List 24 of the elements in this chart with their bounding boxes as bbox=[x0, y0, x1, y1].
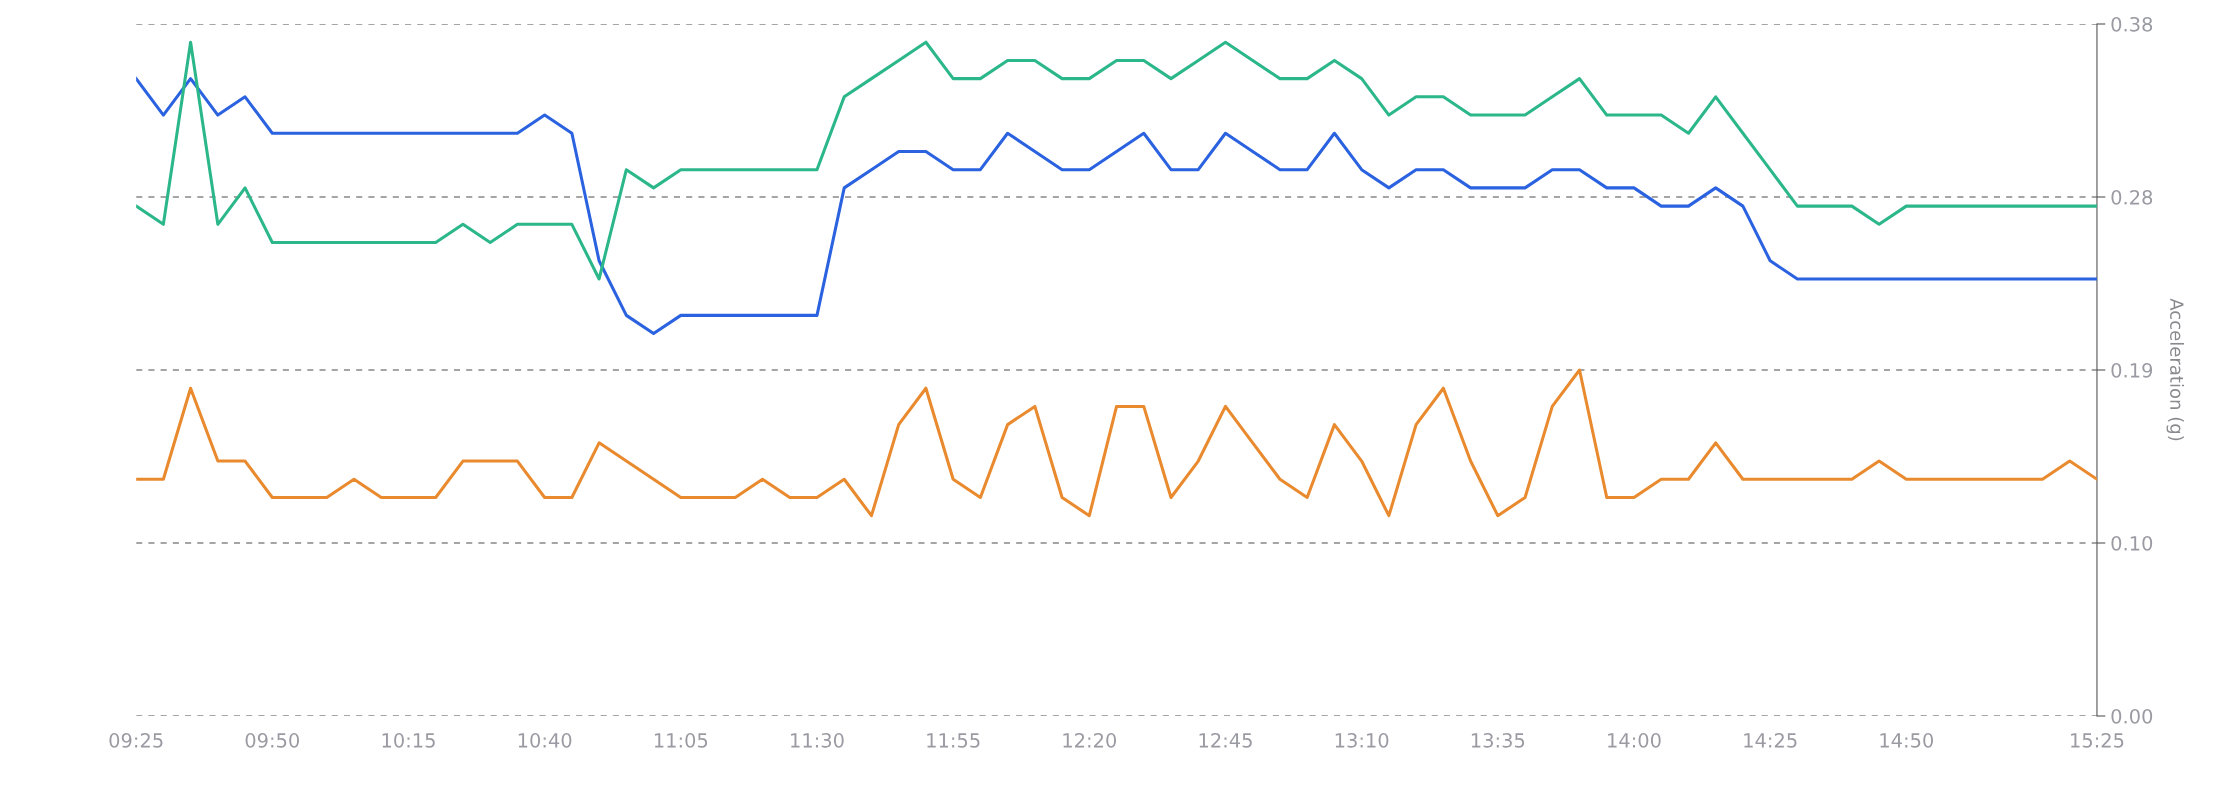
x-tick-label: 11:30 bbox=[791, 733, 844, 748]
y-tick-label: 0.19 bbox=[2111, 362, 2153, 378]
y-tick-label: 0.10 bbox=[2111, 535, 2153, 551]
x-tick-label: 13:10 bbox=[1335, 733, 1389, 748]
y-tick-label: 0.28 bbox=[2111, 189, 2153, 205]
x-tick-label: 09:50 bbox=[245, 733, 300, 748]
line-series bbox=[136, 368, 2097, 518]
x-tick-label: 10:15 bbox=[382, 733, 435, 748]
x-tick-label: 15:25 bbox=[2071, 733, 2124, 748]
line-series bbox=[136, 40, 2097, 281]
x-tick-label: 12:45 bbox=[1199, 733, 1252, 748]
x-tick-label: 10:40 bbox=[518, 733, 572, 748]
x-tick-label: 12:20 bbox=[1063, 733, 1117, 748]
x-tick-label: 13:35 bbox=[1471, 733, 1525, 748]
y-tick-label: 0.00 bbox=[2111, 708, 2153, 724]
x-tick-label: 14:50 bbox=[1880, 733, 1934, 748]
x-tick-label: 14:25 bbox=[1744, 733, 1797, 748]
y-axis-title: Acceleration (g) bbox=[2166, 298, 2185, 441]
line-series bbox=[136, 77, 2097, 336]
x-tick-label: 14:00 bbox=[1608, 733, 1661, 748]
x-tick-label: 11:05 bbox=[654, 733, 708, 748]
y-tick-label: 0.38 bbox=[2111, 16, 2153, 32]
x-tick-label: 11:55 bbox=[927, 733, 980, 748]
x-tick-label: 09:25 bbox=[109, 733, 163, 748]
